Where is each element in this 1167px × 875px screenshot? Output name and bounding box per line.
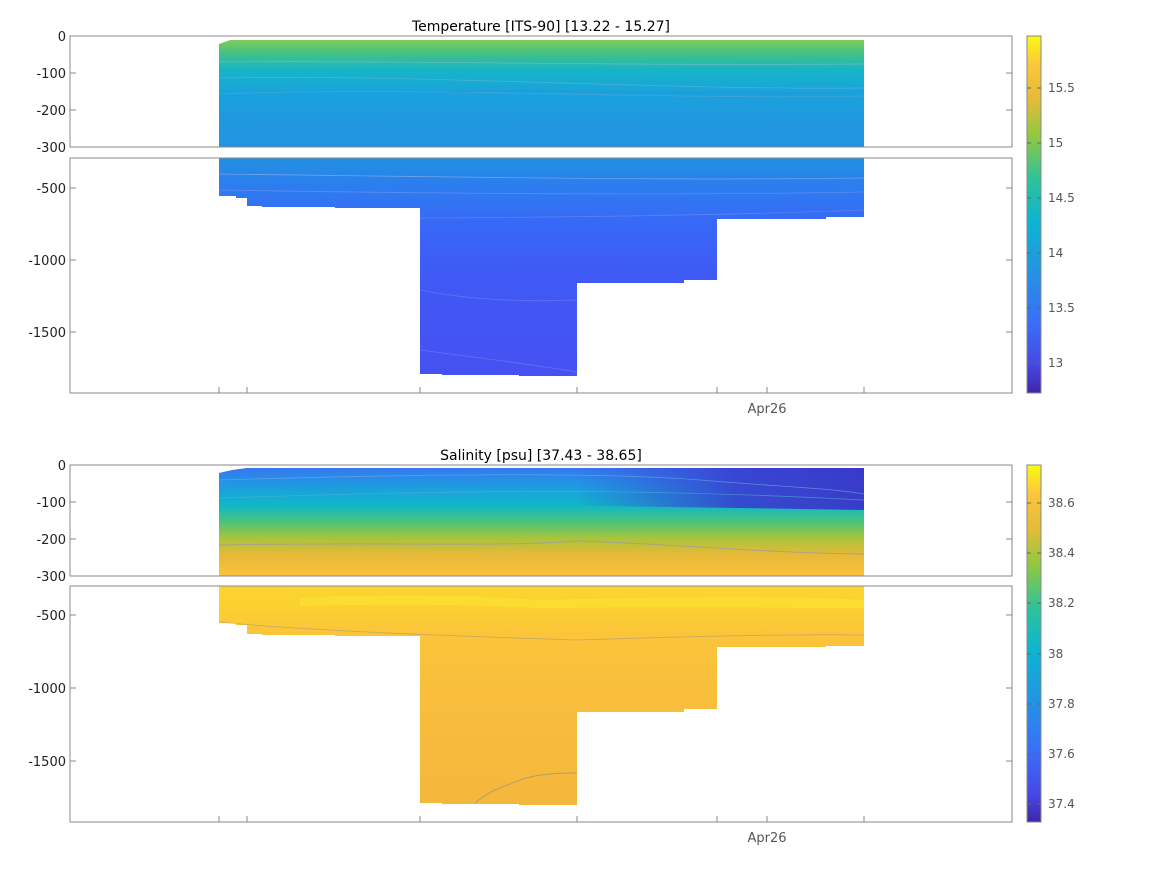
isotherm-contour [419,289,578,302]
y-tick-label: -1000 [28,682,66,697]
y-tick-label: -200 [36,533,66,548]
isotherm-contour [449,89,861,95]
isotherm-contour [218,173,865,180]
y-tick-label: -200 [36,104,66,119]
lower-panel: -500 -1000 -1500 Apr26 [28,157,1013,417]
isohaline-contour [218,474,865,495]
y-tick-label: -1500 [28,326,66,341]
x-axis-ticks [218,816,865,822]
isotherm-contour [218,61,865,65]
colorbar-tick-label: 38.6 [1048,496,1075,510]
colorbar-tick-label: 13 [1048,356,1063,370]
colorbar-gradient [1027,465,1041,822]
plot-frame [69,157,1013,394]
y-tick-label: -300 [36,570,66,585]
y-tick-label: -500 [36,182,66,197]
salinity-max-core [300,595,864,608]
colorbar-tick-label: 38.2 [1048,596,1075,610]
colorbar: 37.4 37.6 37.8 38 38.2 38.4 38.6 [1026,464,1075,823]
colorbar-tick-label: 37.6 [1048,747,1075,761]
colorbar-tick-label: 37.4 [1048,797,1075,811]
isohaline-contour [474,772,578,804]
colorbar-tick-label: 37.8 [1048,697,1075,711]
x-tick-label: Apr26 [747,831,786,846]
colorbar-gradient [1027,36,1041,393]
y-axis-ticks [70,464,1012,577]
salinity-field-lower [219,586,864,805]
upper-panel: 0 -100 -200 -300 [36,459,1013,585]
colorbar-tick-label: 14 [1048,246,1063,260]
isohaline-contour [218,491,865,501]
colorbar-tick-label: 15.5 [1048,81,1075,95]
colorbar-tick-label: 38 [1048,647,1063,661]
y-tick-label: -100 [36,496,66,511]
isotherm-contour [419,349,578,373]
colorbar-frame [1026,35,1042,394]
plot-frame [69,35,1013,148]
colorbar-frame [1026,464,1042,823]
y-tick-label: 0 [58,30,66,45]
x-axis-ticks [218,387,865,393]
colorbar-ticks [1027,502,1041,805]
isotherm-contour [419,209,865,219]
colorbar-tick-label: 15 [1048,136,1063,150]
colorbar-ticks [1027,87,1041,364]
x-tick-label: Apr26 [747,402,786,417]
temperature-field-lower [219,158,864,376]
salinity-fresh-surface [219,468,864,510]
colorbar-tick-label: 14.5 [1048,191,1075,205]
plot-frame [69,464,1013,577]
plot-frame [69,585,1013,823]
y-axis-ticks [70,187,1012,333]
colorbar-tick-label: 13.5 [1048,301,1075,315]
y-tick-label: -1500 [28,755,66,770]
y-tick-label: -100 [36,67,66,82]
colorbar-tick-label: 38.4 [1048,546,1075,560]
y-tick-label: -500 [36,609,66,624]
salinity-chart: Salinity [psu] [37.43 - 38.65] 0 -100 -2… [28,448,1075,846]
chart-title: Salinity [psu] [37.43 - 38.65] [440,448,642,464]
isotherm-contour [218,91,865,98]
isohaline-contour [218,540,865,555]
y-tick-label: -300 [36,141,66,156]
chart-title: Temperature [ITS-90] [13.22 - 15.27] [411,19,670,35]
lower-panel: -500 -1000 -1500 Apr26 [28,585,1013,846]
colorbar: 13 13.5 14 14.5 15 15.5 [1026,35,1075,394]
isotherm-contour [218,76,865,89]
y-axis-ticks [70,35,1012,148]
y-tick-label: 0 [58,459,66,474]
y-tick-label: -1000 [28,254,66,269]
upper-panel: 0 -100 -200 -300 [36,30,1013,156]
isotherm-contour [218,189,865,195]
isohaline-contour [218,621,865,641]
temperature-chart: Temperature [ITS-90] [13.22 - 15.27] 0 -… [28,19,1075,417]
y-axis-ticks [70,614,1012,762]
